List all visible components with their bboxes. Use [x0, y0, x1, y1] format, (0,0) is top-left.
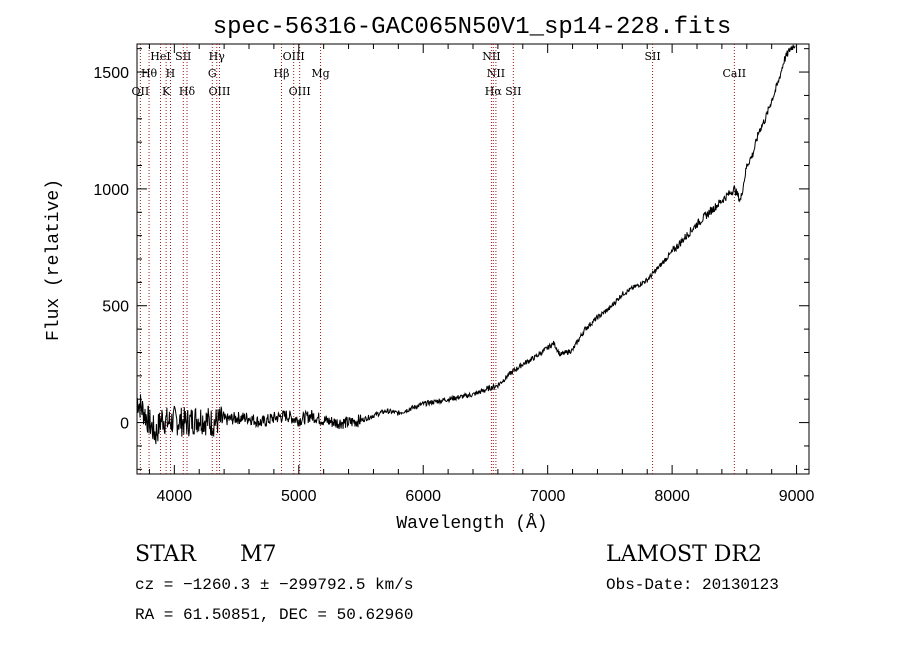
- spectral-line-label: OII: [132, 85, 150, 98]
- spectral-line-label: Mg: [311, 67, 329, 80]
- spectral-line-label: Hγ: [209, 50, 226, 63]
- y-axis-label: Flux (relative): [44, 179, 64, 341]
- x-tick-label: 5000: [281, 488, 317, 505]
- spectral-line-label: OIII: [208, 85, 230, 98]
- y-tick-label: 1000: [93, 182, 129, 199]
- plot-frame: [136, 43, 810, 475]
- x-tick-label: 7000: [530, 488, 566, 505]
- y-tick-label: 0: [120, 416, 129, 433]
- spectral-line-label: H: [166, 67, 176, 80]
- obs-date-label: Obs-Date: 20130123: [606, 576, 779, 594]
- spectral-line-label: Hβ: [274, 67, 290, 80]
- spectral-line-label: OIII: [289, 85, 311, 98]
- cz-label: cz = −1260.3 ± −299792.5 km/s: [135, 576, 413, 594]
- spectral-line-label: G: [208, 67, 217, 80]
- y-tick-label: 500: [102, 299, 129, 316]
- spectrum-line: [136, 44, 796, 445]
- spectral-line-label: Hδ: [179, 85, 196, 98]
- x-axis-label: Wavelength (Å): [396, 513, 547, 534]
- spectral-line-label: NII: [487, 67, 505, 80]
- spectral-line-label: OIII: [283, 50, 305, 63]
- spectral-line-label: Hθ: [141, 67, 158, 80]
- subclass-label: M7: [240, 542, 277, 567]
- x-tick-label: 8000: [654, 488, 690, 505]
- x-tick-label: 4000: [157, 488, 193, 505]
- coords-label: RA = 61.50851, DEC = 50.62960: [135, 606, 413, 624]
- spectral-line-label: SII: [644, 50, 660, 63]
- spectral-line-label: NII: [482, 50, 500, 63]
- spectral-line-label: CaII: [722, 67, 746, 80]
- spectral-line-label: Hα: [485, 85, 503, 98]
- axis-ticks: 4000 5000 6000 7000 8000 9000 0 500 1000 1500: [93, 44, 814, 505]
- class-label: STAR: [135, 542, 197, 567]
- spectral-line-label: SII: [175, 50, 191, 63]
- chart-title: spec-56316-GAC065N50V1_sp14-228.fits: [213, 14, 731, 41]
- y-tick-label: 1500: [93, 65, 129, 82]
- spectral-line-label: HeI: [150, 50, 170, 63]
- x-tick-label: 9000: [779, 488, 815, 505]
- x-tick-label: 6000: [405, 488, 441, 505]
- spectral-line-label: SII: [505, 85, 521, 98]
- spectral-line-markers: OIIHθHeIKHSIIHδHγGOIIIHβOIIIOIIIMgNIINII…: [132, 44, 746, 474]
- survey-label: LAMOST DR2: [606, 542, 762, 567]
- spectral-line-label: K: [162, 85, 171, 98]
